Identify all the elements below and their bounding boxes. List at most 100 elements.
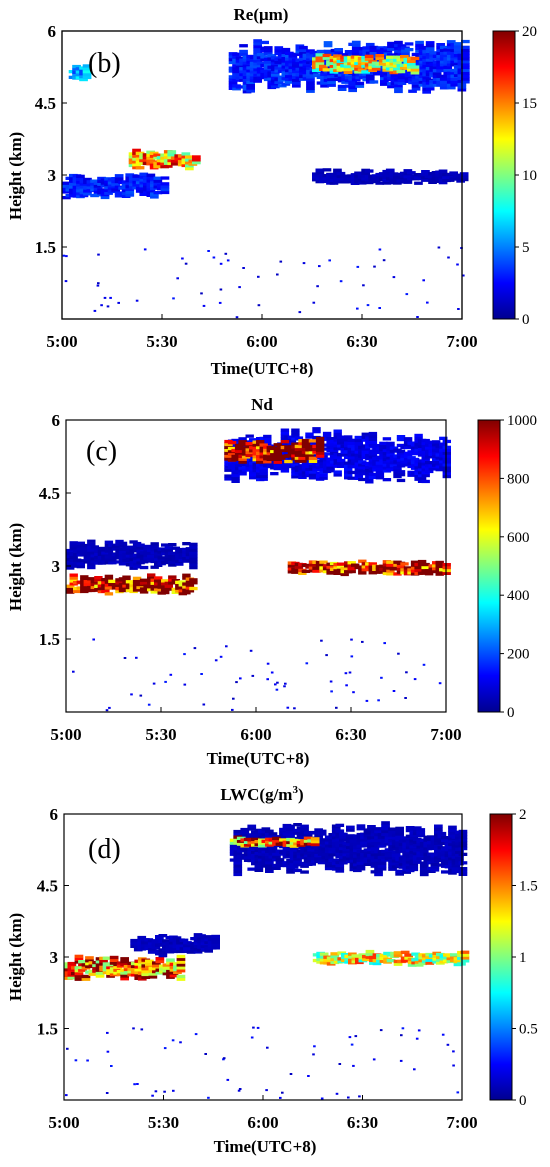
- heatmap-cell: [416, 316, 419, 318]
- heatmap-cell: [253, 79, 262, 83]
- heatmap-cell: [253, 44, 262, 49]
- heatmap-cell: [396, 473, 406, 477]
- heatmap-cell: [211, 937, 220, 941]
- heatmap-cell: [324, 861, 334, 865]
- heatmap-cell: [425, 958, 435, 962]
- heatmap-cell: [405, 826, 415, 830]
- heatmap-cell: [183, 683, 187, 686]
- heatmap-cell: [296, 832, 306, 836]
- heatmap-cell: [227, 441, 237, 445]
- heatmap-cell: [85, 956, 94, 960]
- heatmap-cell: [352, 1064, 355, 1067]
- heatmap-cell: [430, 862, 440, 866]
- heatmap-cell: [292, 52, 301, 56]
- heatmap-cell: [273, 443, 282, 447]
- heatmap-cell: [415, 1037, 419, 1040]
- heatmap-cell: [422, 64, 431, 68]
- heatmap-cell: [69, 564, 78, 568]
- heatmap-cell: [429, 51, 438, 55]
- heatmap-cell: [388, 867, 397, 871]
- heatmap-cell: [66, 566, 75, 570]
- heatmap-cell: [265, 869, 274, 873]
- heatmap-cell: [193, 647, 197, 650]
- heatmap-cell: [360, 841, 369, 845]
- heatmap-cell: [425, 44, 435, 48]
- heatmap-cell: [293, 868, 302, 873]
- x-tick-label: 7:00: [446, 332, 477, 351]
- heatmap-cell: [443, 68, 453, 72]
- heatmap-cell: [351, 43, 361, 47]
- heatmap-cell: [387, 44, 396, 48]
- heatmap-cell: [394, 89, 403, 94]
- heatmap-cell: [66, 584, 75, 588]
- heatmap-cell: [150, 195, 159, 199]
- heatmap-cell: [400, 959, 410, 963]
- heatmap-cell: [390, 76, 400, 80]
- heatmap-cell: [358, 469, 367, 473]
- heatmap-cell: [426, 301, 429, 304]
- heatmap-cell: [421, 473, 430, 478]
- heatmap-cell: [246, 57, 255, 61]
- heatmap-cell: [375, 476, 385, 480]
- heatmap-cell: [176, 949, 185, 954]
- heatmap-cell: [396, 435, 406, 439]
- heatmap-cell: [76, 559, 85, 563]
- heatmap-cell: [385, 64, 395, 68]
- heatmap-cell: [141, 975, 151, 979]
- heatmap-cell: [189, 548, 198, 552]
- heatmap-cell: [461, 60, 470, 64]
- heatmap-cell: [200, 673, 203, 675]
- heatmap-cell: [152, 964, 161, 968]
- heatmap-cell: [111, 544, 121, 548]
- heatmap-cell: [370, 841, 380, 845]
- heatmap-cell: [410, 68, 420, 72]
- heatmap-cell: [446, 40, 456, 44]
- heatmap-cell: [111, 583, 121, 587]
- heatmap-cell: [352, 691, 355, 694]
- heatmap-cell: [339, 835, 348, 839]
- heatmap-cell: [285, 74, 294, 78]
- heatmap-cell: [368, 431, 378, 436]
- heatmap-cell: [330, 77, 340, 81]
- heatmap-cell: [384, 851, 394, 855]
- heatmap-cell: [286, 870, 295, 874]
- heatmap-cell: [291, 431, 300, 435]
- heatmap-cell: [348, 952, 357, 956]
- heatmap-cell: [395, 832, 404, 836]
- heatmap-cell: [175, 562, 184, 566]
- heatmap-cell: [168, 581, 177, 585]
- heatmap-cell: [339, 858, 348, 862]
- heatmap-cell: [323, 49, 333, 53]
- heatmap-cell: [372, 459, 381, 463]
- heatmap-cell: [115, 539, 124, 544]
- heatmap-cell: [83, 582, 92, 587]
- heatmap-cell: [344, 672, 348, 675]
- heatmap-cell: [416, 856, 426, 860]
- heatmap-cell: [371, 67, 381, 71]
- heatmap-cell: [460, 953, 470, 957]
- heatmap-cell: [330, 690, 333, 693]
- heatmap-cell: [103, 296, 107, 299]
- heatmap-cell: [432, 440, 441, 444]
- heatmap-cell: [367, 825, 376, 829]
- heatmap-cell: [381, 858, 390, 862]
- heatmap-cell: [384, 836, 394, 840]
- colorbar-tick-label: 800: [507, 471, 530, 487]
- colorbar-tick-label: 1000: [507, 413, 537, 429]
- heatmap-cell: [176, 960, 186, 964]
- heatmap-cell: [207, 250, 210, 252]
- heatmap-cell: [412, 860, 422, 864]
- heatmap-cell: [253, 59, 262, 63]
- heatmap-cell: [439, 77, 449, 81]
- heatmap-cell: [154, 1090, 158, 1093]
- heatmap-cell: [382, 181, 392, 185]
- heatmap-cell: [130, 693, 133, 696]
- heatmap-cell: [405, 293, 409, 296]
- heatmap-cell: [326, 442, 335, 447]
- heatmap-cell: [154, 576, 163, 580]
- heatmap-cell: [361, 70, 370, 74]
- heatmap-cell: [149, 160, 159, 164]
- heatmap-cell: [97, 282, 100, 285]
- heatmap-cell: [394, 84, 403, 88]
- heatmap-cell: [354, 64, 363, 68]
